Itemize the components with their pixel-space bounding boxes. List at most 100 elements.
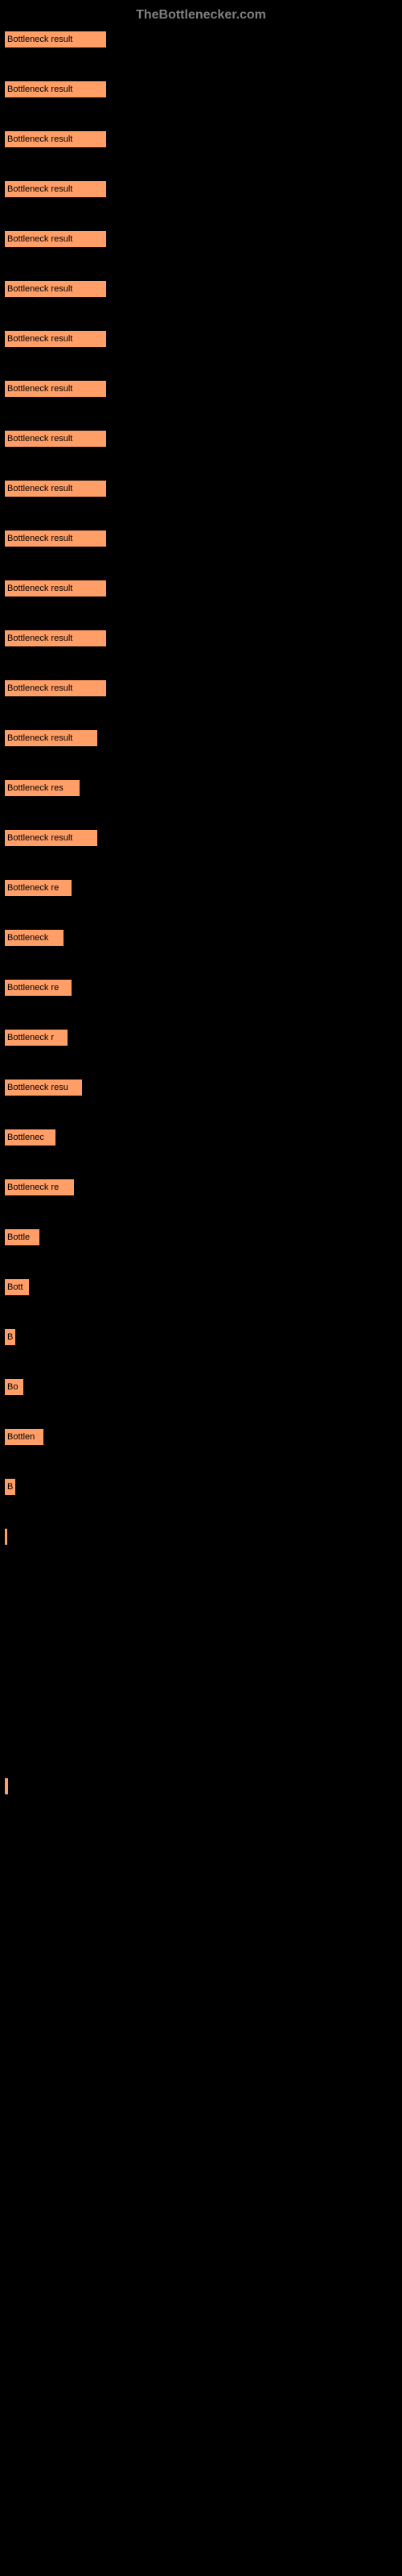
bar-label: Bottleneck re: [7, 1183, 59, 1192]
chart-row: Bottleneck result: [4, 580, 398, 597]
bar-label: Bottleneck r: [7, 1033, 54, 1042]
bar: Bottleneck: [4, 929, 64, 947]
bar-wrapper: Bottleneck r: [4, 1029, 398, 1046]
bar-label: Bottleneck result: [7, 234, 72, 244]
bar: Bottleneck re: [4, 879, 72, 897]
bar: Bottleneck result: [4, 330, 107, 348]
chart-row: Bott: [4, 1278, 398, 1296]
bar: [4, 1777, 9, 1795]
chart-row: Bottleneck result: [4, 530, 398, 547]
bar-wrapper: Bottleneck result: [4, 480, 398, 497]
bar-wrapper: Bottleneck result: [4, 230, 398, 248]
chart-row: Bottleneck result: [4, 679, 398, 697]
bar-wrapper: Bottlen: [4, 1428, 398, 1446]
bar: Bottlen: [4, 1428, 44, 1446]
bar-label: Bott: [7, 1282, 23, 1292]
chart-row: Bottleneck re: [4, 1179, 398, 1196]
chart-row: Bottle: [4, 1228, 398, 1246]
bar-wrapper: Bott: [4, 1278, 398, 1296]
bar-label: Bo: [7, 1382, 18, 1392]
bar-wrapper: Bo: [4, 1378, 398, 1396]
bar: [4, 1528, 8, 1546]
bar: B: [4, 1328, 16, 1346]
bar: Bottleneck res: [4, 779, 80, 797]
bar-wrapper: Bottleneck result: [4, 430, 398, 448]
chart-row: [4, 1777, 398, 1795]
chart-row: Bottleneck res: [4, 779, 398, 797]
bar-wrapper: Bottleneck result: [4, 530, 398, 547]
bar-wrapper: Bottleneck result: [4, 280, 398, 298]
bar-wrapper: Bottleneck result: [4, 630, 398, 647]
bar-wrapper: B: [4, 1328, 398, 1346]
bar-label: Bottleneck result: [7, 534, 72, 543]
bar: Bottleneck result: [4, 729, 98, 747]
bar: B: [4, 1478, 16, 1496]
header: TheBottlenecker.com: [0, 0, 402, 31]
chart-row: Bottleneck result: [4, 80, 398, 98]
bar-wrapper: Bottleneck result: [4, 180, 398, 198]
bar-wrapper: Bottleneck re: [4, 879, 398, 897]
bar-wrapper: [4, 1578, 398, 1596]
bar: Bottleneck result: [4, 180, 107, 198]
chart-row: Bottleneck r: [4, 1029, 398, 1046]
bar-label: Bottleneck result: [7, 634, 72, 643]
bar-label: Bottlenec: [7, 1133, 44, 1142]
chart-row: Bottleneck resu: [4, 1079, 398, 1096]
chart-row: Bo: [4, 1378, 398, 1396]
chart-row: B: [4, 1328, 398, 1346]
bar-wrapper: Bottleneck result: [4, 80, 398, 98]
bar: Bottleneck re: [4, 1179, 75, 1196]
bar-label: Bottleneck result: [7, 584, 72, 593]
chart-row: Bottleneck result: [4, 480, 398, 497]
bar-label: Bottleneck result: [7, 35, 72, 44]
chart-row: Bottlen: [4, 1428, 398, 1446]
chart-row: Bottleneck result: [4, 330, 398, 348]
bar-wrapper: Bottleneck result: [4, 829, 398, 847]
site-title: TheBottlenecker.com: [136, 8, 266, 22]
chart-row: Bottleneck result: [4, 230, 398, 248]
bar-wrapper: [4, 1528, 398, 1546]
chart-row: Bottleneck result: [4, 829, 398, 847]
chart-row: B: [4, 1478, 398, 1496]
bar-label: Bottleneck result: [7, 683, 72, 693]
bar-wrapper: Bottleneck resu: [4, 1079, 398, 1096]
bar: Bottleneck result: [4, 380, 107, 398]
bar-wrapper: Bottleneck result: [4, 380, 398, 398]
bar-label: Bottleneck result: [7, 484, 72, 493]
chart-row: [4, 1728, 398, 1745]
bar: Bott: [4, 1278, 30, 1296]
bar-label: Bottleneck result: [7, 184, 72, 194]
bar-label: B: [7, 1482, 13, 1492]
bar: Bottleneck result: [4, 130, 107, 148]
chart-row: Bottleneck result: [4, 280, 398, 298]
bar-wrapper: Bottleneck result: [4, 729, 398, 747]
bar-wrapper: [4, 1777, 398, 1795]
bar-wrapper: Bottle: [4, 1228, 398, 1246]
bar-wrapper: B: [4, 1478, 398, 1496]
bar-label: Bottle: [7, 1232, 30, 1242]
chart-row: Bottleneck result: [4, 130, 398, 148]
bar: Bo: [4, 1378, 24, 1396]
bar-wrapper: [4, 1628, 398, 1645]
chart-row: Bottleneck re: [4, 879, 398, 897]
bar-label: Bottleneck res: [7, 783, 64, 793]
bar: Bottleneck result: [4, 230, 107, 248]
chart-row: Bottleneck result: [4, 380, 398, 398]
bar-label: Bottleneck: [7, 933, 48, 943]
bar-label: Bottleneck result: [7, 434, 72, 444]
chart-row: Bottleneck result: [4, 630, 398, 647]
bar-wrapper: [4, 1728, 398, 1745]
bar: Bottleneck result: [4, 31, 107, 48]
bar-wrapper: [4, 1678, 398, 1695]
bar-wrapper: Bottlenec: [4, 1129, 398, 1146]
chart-row: Bottleneck re: [4, 979, 398, 997]
chart-row: Bottleneck result: [4, 180, 398, 198]
bar: Bottleneck result: [4, 530, 107, 547]
chart-row: [4, 1528, 398, 1546]
bar-wrapper: Bottleneck re: [4, 979, 398, 997]
bar-label: Bottleneck result: [7, 134, 72, 144]
bar: Bottleneck result: [4, 80, 107, 98]
bar: Bottleneck result: [4, 630, 107, 647]
bar-label: Bottleneck result: [7, 334, 72, 344]
bar-label: Bottleneck result: [7, 733, 72, 743]
